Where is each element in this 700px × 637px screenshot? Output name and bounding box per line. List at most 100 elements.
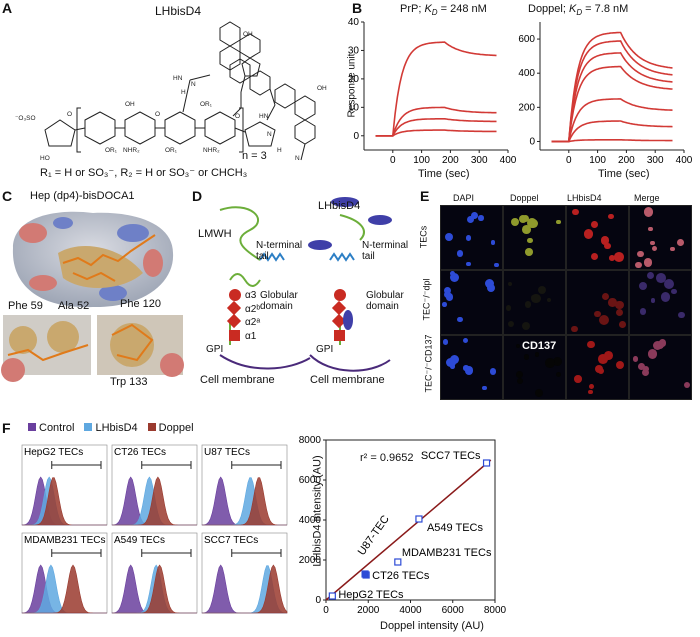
residue-label: Phe 120 bbox=[120, 298, 161, 310]
cell-signal bbox=[603, 350, 613, 360]
cell-signal bbox=[594, 310, 601, 318]
atom-label: OR₁ bbox=[165, 147, 178, 154]
cell-signal bbox=[660, 292, 671, 302]
cell-signal bbox=[467, 215, 475, 224]
micrograph-cell bbox=[440, 335, 503, 400]
y-tick-label: 2000 bbox=[299, 555, 322, 566]
lmwh-label: LMWH bbox=[198, 228, 232, 240]
x-tick-label: 8000 bbox=[484, 605, 507, 616]
histogram-title: HepG2 TECs bbox=[24, 447, 83, 458]
micrograph-cell bbox=[566, 335, 629, 400]
cell-signal bbox=[537, 285, 546, 294]
sensorgram-curve bbox=[551, 139, 673, 143]
cell-signal bbox=[442, 339, 449, 346]
fit-line bbox=[325, 459, 492, 601]
y-tick-label: 200 bbox=[518, 102, 535, 113]
legend-item: Control bbox=[28, 422, 74, 434]
cell-signal bbox=[643, 207, 654, 217]
y-tick-label: 30 bbox=[348, 45, 360, 56]
panel-label-e: E bbox=[420, 188, 430, 204]
nterm-label-right: N-terminal tail bbox=[362, 240, 409, 262]
atom-label: ⁻O₃SO bbox=[15, 115, 36, 122]
histogram-title: CT26 TECs bbox=[114, 447, 166, 458]
cell-signal bbox=[583, 229, 594, 240]
cell-signal bbox=[636, 250, 644, 258]
cell-signal bbox=[445, 293, 454, 302]
cell-signal bbox=[505, 305, 512, 312]
cell-signal bbox=[656, 341, 664, 350]
atom-label: OR₁ bbox=[105, 147, 118, 154]
cell-signal bbox=[450, 271, 456, 276]
b-left-title: PrP; KD = 248 nM bbox=[400, 3, 487, 18]
cell-signal bbox=[646, 272, 655, 280]
histogram-title: SCC7 TECs bbox=[204, 535, 258, 546]
x-tick-label: 200 bbox=[618, 155, 635, 166]
cell-signal bbox=[619, 320, 627, 328]
x-tick-label: 0 bbox=[566, 155, 572, 166]
alpha3-label: α3 bbox=[245, 290, 257, 301]
y-tick-label: 20 bbox=[348, 74, 360, 85]
col-header: DAPI bbox=[453, 193, 475, 203]
atom-label: N bbox=[267, 131, 272, 138]
y-tick-label: 10 bbox=[348, 102, 360, 113]
atom-label: H bbox=[181, 89, 186, 96]
cell-signal bbox=[614, 300, 624, 310]
cell-signal bbox=[556, 219, 561, 225]
cell-signal bbox=[600, 236, 610, 245]
membrane-label-left: Cell membrane bbox=[200, 374, 275, 386]
cell-signal bbox=[545, 357, 555, 368]
panel-label-d: D bbox=[192, 188, 203, 204]
cell-signal bbox=[527, 237, 533, 243]
cell-signal bbox=[644, 258, 653, 267]
alpha1-label: α1 bbox=[245, 331, 257, 342]
cell-signal bbox=[615, 360, 625, 370]
micrograph-cell bbox=[440, 270, 503, 335]
cell-signal bbox=[464, 366, 474, 375]
residue-label: Phe 59 bbox=[8, 300, 43, 312]
cell-signal bbox=[507, 281, 513, 287]
histogram-title: A549 TECs bbox=[114, 535, 165, 546]
histogram-curve bbox=[22, 564, 107, 614]
cell-signal bbox=[523, 354, 530, 361]
cell-signal bbox=[677, 239, 685, 246]
cell-signal bbox=[640, 308, 647, 315]
membrane-label-right: Cell membrane bbox=[310, 374, 385, 386]
x-tick-label: 200 bbox=[442, 155, 459, 166]
binding-pocket-zoom-left bbox=[1, 315, 91, 382]
panel-label-b: B bbox=[352, 0, 363, 16]
sensorgram-curve bbox=[375, 118, 497, 137]
cell-signal bbox=[515, 343, 521, 349]
cell-signal bbox=[588, 384, 594, 389]
col-header: Merge bbox=[634, 193, 660, 203]
cell-signal bbox=[508, 321, 515, 328]
y-tick-label: 0 bbox=[353, 131, 359, 142]
y-tick-label: 0 bbox=[315, 595, 321, 606]
point-label: MDAMB231 TECs bbox=[402, 547, 492, 559]
cell-signal bbox=[683, 382, 690, 389]
scatter-point bbox=[482, 459, 491, 467]
atom-label: OR₁ bbox=[200, 101, 213, 108]
micrograph-cell bbox=[629, 205, 692, 270]
atom-label: HN bbox=[173, 75, 183, 82]
cell-signal bbox=[638, 363, 646, 370]
micrograph-cell bbox=[503, 270, 566, 335]
globular-label-left: Globular domain bbox=[260, 290, 298, 312]
scatter-xlabel: Doppel intensity (AU) bbox=[380, 620, 484, 632]
scatter-point bbox=[361, 570, 369, 578]
cell-signal bbox=[588, 389, 594, 395]
scatter-ylabel: LHbisD4 intensity (AU) bbox=[311, 455, 324, 567]
atom-label: H bbox=[277, 147, 282, 154]
legend: Control LHbisD4 Doppel bbox=[28, 422, 194, 434]
gpi-label-left: GPI bbox=[206, 344, 224, 355]
x-tick-label: 400 bbox=[500, 155, 517, 166]
cd137-overlay: CD137 bbox=[522, 340, 557, 352]
atom-label: NHR₂ bbox=[203, 147, 220, 154]
b-right-title: Doppel; KD = 7.8 nM bbox=[528, 3, 629, 18]
atom-label: N bbox=[295, 155, 300, 162]
cell-signal bbox=[647, 349, 658, 359]
cell-signal bbox=[632, 356, 639, 362]
atom-label: HN bbox=[259, 113, 269, 120]
cell-signal bbox=[494, 262, 499, 268]
cell-signal bbox=[521, 321, 531, 331]
prp-binding-chart: 0 100 200 300 400 0 10 20 30 40 bbox=[348, 17, 517, 166]
